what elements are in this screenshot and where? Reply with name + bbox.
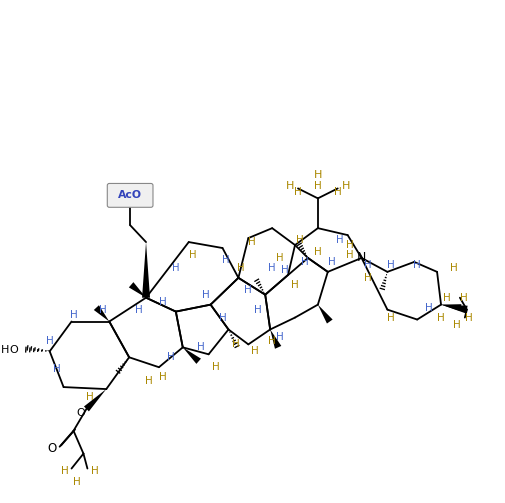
Text: H: H <box>268 337 276 347</box>
Text: H: H <box>276 332 284 343</box>
Text: H: H <box>167 352 175 362</box>
Text: H: H <box>413 260 421 270</box>
Text: H: H <box>276 253 284 263</box>
Text: H: H <box>85 392 93 402</box>
Text: O: O <box>10 346 18 355</box>
Polygon shape <box>441 305 468 313</box>
Text: H: H <box>237 263 244 273</box>
Text: H: H <box>145 376 153 386</box>
Text: H: H <box>294 188 302 197</box>
Text: H: H <box>425 303 433 313</box>
Text: H: H <box>222 255 229 265</box>
Text: N: N <box>357 252 366 265</box>
Text: H: H <box>219 312 226 322</box>
Text: H: H <box>450 263 458 273</box>
Text: H: H <box>328 257 336 267</box>
Polygon shape <box>183 348 201 364</box>
Text: H: H <box>460 293 468 303</box>
Text: H: H <box>465 312 473 322</box>
Text: H: H <box>99 305 107 314</box>
Text: H: H <box>61 465 69 475</box>
Text: H: H <box>189 250 196 260</box>
Text: H: H <box>1 346 9 355</box>
Polygon shape <box>318 305 333 323</box>
Polygon shape <box>84 389 106 411</box>
Text: H: H <box>314 182 322 192</box>
Text: H: H <box>172 263 180 273</box>
Polygon shape <box>441 304 462 311</box>
Text: O: O <box>76 408 85 418</box>
Text: H: H <box>70 309 77 319</box>
Text: O: O <box>47 442 56 455</box>
Text: H: H <box>334 188 341 197</box>
Text: H: H <box>387 260 395 270</box>
Text: H: H <box>314 247 322 257</box>
Text: H: H <box>90 465 98 475</box>
Text: H: H <box>255 305 262 314</box>
Polygon shape <box>129 282 146 298</box>
Text: H: H <box>443 293 451 303</box>
Text: H: H <box>364 260 371 270</box>
Text: H: H <box>296 235 304 245</box>
Text: H: H <box>301 257 309 267</box>
Text: H: H <box>244 285 252 295</box>
Text: H: H <box>202 290 210 300</box>
Text: H: H <box>159 297 167 307</box>
Text: H: H <box>387 312 395 322</box>
Text: H: H <box>346 240 353 250</box>
Text: H: H <box>248 237 256 247</box>
Text: H: H <box>53 364 61 374</box>
Text: H: H <box>73 477 80 487</box>
Text: H: H <box>341 182 350 192</box>
Text: H: H <box>286 182 294 192</box>
Text: H: H <box>269 263 276 273</box>
Text: H: H <box>197 343 205 353</box>
FancyBboxPatch shape <box>107 184 153 207</box>
Text: H: H <box>453 319 461 329</box>
Text: H: H <box>281 265 289 275</box>
Text: H: H <box>46 337 54 347</box>
Polygon shape <box>142 242 150 298</box>
Text: H: H <box>364 273 371 283</box>
Polygon shape <box>270 329 281 349</box>
Text: H: H <box>212 362 220 372</box>
Text: AcO: AcO <box>118 190 142 200</box>
Text: H: H <box>291 280 299 290</box>
Text: H: H <box>437 312 445 322</box>
Text: H: H <box>159 372 167 382</box>
Text: H: H <box>336 235 343 245</box>
Text: H: H <box>232 340 239 350</box>
Text: H: H <box>346 250 353 260</box>
Text: H: H <box>135 305 143 314</box>
Text: H: H <box>251 347 259 356</box>
Polygon shape <box>94 305 109 321</box>
Text: H: H <box>314 170 322 180</box>
